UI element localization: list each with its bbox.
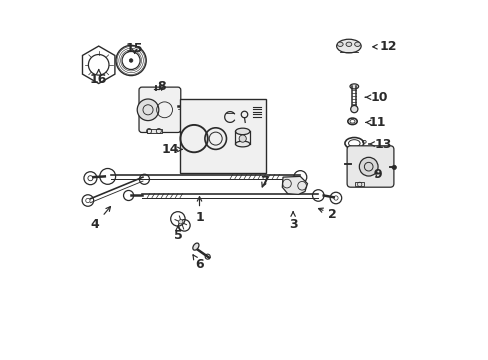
Ellipse shape	[346, 42, 351, 46]
Bar	[355, 182, 363, 186]
Ellipse shape	[336, 39, 361, 53]
Ellipse shape	[235, 141, 249, 147]
Text: 11: 11	[365, 116, 386, 129]
FancyBboxPatch shape	[346, 146, 393, 187]
Bar	[179, 99, 265, 173]
Ellipse shape	[192, 243, 199, 250]
Text: 13: 13	[368, 138, 391, 150]
Text: 2: 2	[318, 208, 336, 221]
Circle shape	[129, 59, 133, 62]
Circle shape	[239, 135, 246, 142]
Circle shape	[359, 157, 377, 176]
Circle shape	[137, 99, 159, 121]
Text: 1: 1	[195, 197, 203, 224]
Text: 6: 6	[193, 255, 203, 271]
Ellipse shape	[337, 42, 343, 46]
Text: 8: 8	[157, 80, 165, 93]
Text: 9: 9	[373, 168, 381, 181]
Text: 12: 12	[372, 40, 396, 53]
Circle shape	[350, 105, 357, 113]
Ellipse shape	[354, 42, 360, 46]
Polygon shape	[282, 176, 307, 194]
Ellipse shape	[349, 84, 358, 89]
Circle shape	[391, 165, 396, 170]
Text: 3: 3	[288, 212, 297, 231]
Text: 4: 4	[91, 207, 110, 231]
Bar	[147, 129, 162, 133]
Circle shape	[178, 220, 183, 224]
Text: 5: 5	[173, 226, 182, 242]
FancyBboxPatch shape	[139, 87, 181, 132]
Text: 16: 16	[90, 69, 107, 86]
Text: 15: 15	[126, 42, 143, 55]
Text: 10: 10	[365, 91, 387, 104]
Text: 14: 14	[162, 143, 182, 156]
Text: 7: 7	[260, 175, 268, 188]
Ellipse shape	[235, 128, 249, 135]
